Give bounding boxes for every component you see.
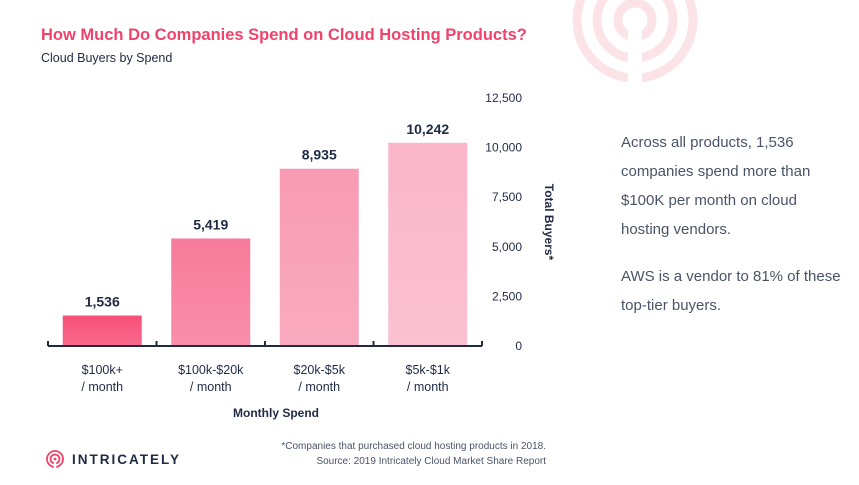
x-tick-label-4-line-2: / month (407, 380, 449, 394)
x-tick-label-2-line-2: / month (190, 380, 232, 394)
callout-text-1: Across all products, 1,536 companies spe… (621, 134, 811, 238)
x-tick-label-4-line-1: $5k-$1k (406, 363, 451, 377)
y-tick-label-3: 7,500 (492, 190, 522, 204)
logo-wordmark: INTRICATELY (72, 451, 182, 467)
bar-value-label-3: 8,935 (302, 147, 337, 163)
intricately-logo: INTRICATELY (46, 450, 181, 468)
bar-4 (388, 142, 468, 346)
x-tick-label-1-line-2: / month (81, 380, 123, 394)
y-tick-label-1: 2,500 (492, 289, 522, 303)
source-text: Source: 2019 Intricately Cloud Market Sh… (316, 456, 546, 467)
chart-subtitle: Cloud Buyers by Spend (41, 51, 173, 65)
callout-text-2: AWS is a vendor to 81% of these top-tier… (621, 268, 841, 314)
y-tick-label-4: 10,000 (485, 141, 522, 155)
y-axis-title: Total Buyers* (542, 184, 556, 261)
bar-3 (279, 168, 359, 346)
bar-value-label-2: 5,419 (193, 216, 228, 232)
x-tick-label-1-line-1: $100k+ (82, 363, 123, 377)
decorative-logo-watermark (572, 0, 698, 90)
x-axis-title: Monthly Spend (233, 406, 319, 420)
x-tick-label-2-line-1: $100k-$20k (178, 363, 244, 377)
y-tick-label-2: 5,000 (492, 240, 522, 254)
bar-value-label-1: 1,536 (85, 294, 120, 310)
x-tick-label-3-line-1: $20k-$5k (294, 363, 346, 377)
y-tick-label-0: 0 (515, 339, 522, 353)
y-tick-label-5: 12,500 (485, 91, 522, 105)
intricately-logo-icon (46, 450, 64, 468)
footnote: *Companies that purchased cloud hosting … (281, 439, 546, 469)
bar-value-label-4: 10,242 (406, 121, 449, 137)
bar-chart: 1,536 $100k+ / month 5,419 $100k-$20k / month… (47, 91, 556, 420)
bar-2 (171, 238, 251, 346)
x-tick-label-3-line-2: / month (298, 380, 340, 394)
chart-title: How Much Do Companies Spend on Cloud Hos… (41, 26, 527, 44)
footnote-text: *Companies that purchased cloud hosting … (281, 441, 546, 452)
bar-1 (62, 315, 142, 346)
